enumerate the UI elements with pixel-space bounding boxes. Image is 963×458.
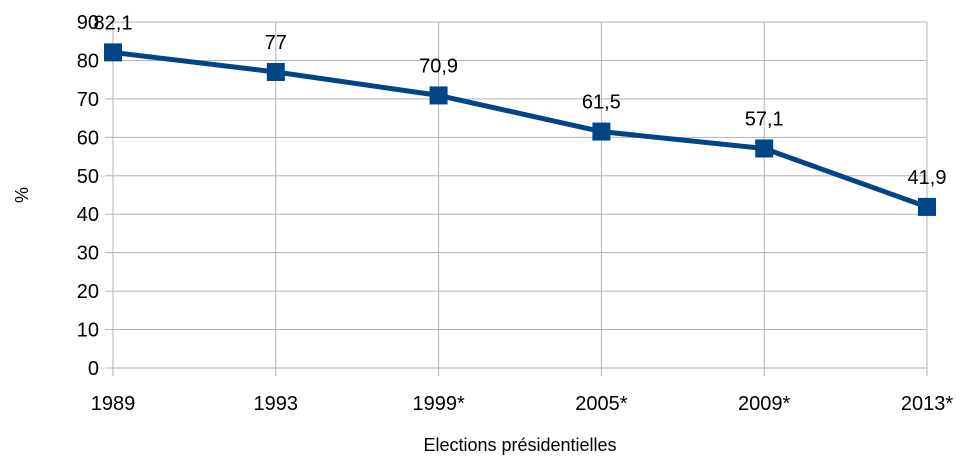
data-value-label: 70,9	[419, 55, 458, 77]
y-tick-label: 70	[77, 89, 99, 111]
x-axis-title: Elections présidentielles	[423, 435, 616, 455]
y-tick-label: 50	[77, 166, 99, 188]
x-tick-label: 1989	[91, 393, 136, 415]
data-point-marker	[266, 62, 285, 81]
x-tick-label: 2005*	[575, 393, 627, 415]
data-value-label: 77	[265, 32, 287, 54]
data-value-label: 82,1	[94, 12, 133, 34]
y-tick-label: 40	[77, 204, 99, 226]
data-value-label: 41,9	[908, 167, 947, 189]
data-point-marker	[918, 197, 936, 216]
data-labels: 82,1 77 70,9 61,5 57,1 41,9	[94, 12, 947, 189]
x-tick-label: 2009*	[738, 393, 790, 415]
grid-lines	[112, 21, 928, 369]
y-tick-label: 80	[77, 50, 99, 72]
y-tick-label: 30	[77, 243, 99, 265]
y-axis-ticks: 0 10 20 30 40 50 60 70 80 90	[77, 12, 113, 380]
y-tick-label: 20	[77, 281, 99, 303]
x-axis-ticks: 1989 1993 1999* 2005* 2009* 2013*	[91, 368, 953, 415]
data-point-marker	[755, 139, 774, 158]
series-line-group	[104, 43, 936, 216]
y-axis-title: %	[12, 187, 32, 203]
y-tick-label: 60	[77, 127, 99, 149]
series-line	[112, 49, 928, 210]
data-point-marker	[104, 43, 122, 62]
y-tick-label: 0	[88, 358, 99, 380]
x-tick-label: 1999*	[412, 393, 464, 415]
data-value-label: 57,1	[745, 108, 784, 130]
data-point-marker	[592, 122, 611, 141]
y-tick-label: 10	[77, 320, 99, 342]
x-tick-label: 1993	[254, 393, 299, 415]
x-tick-label: 2013*	[901, 393, 953, 415]
data-point-marker	[429, 86, 448, 105]
data-value-label: 61,5	[582, 92, 621, 114]
y-tick-label: 90	[77, 12, 99, 34]
